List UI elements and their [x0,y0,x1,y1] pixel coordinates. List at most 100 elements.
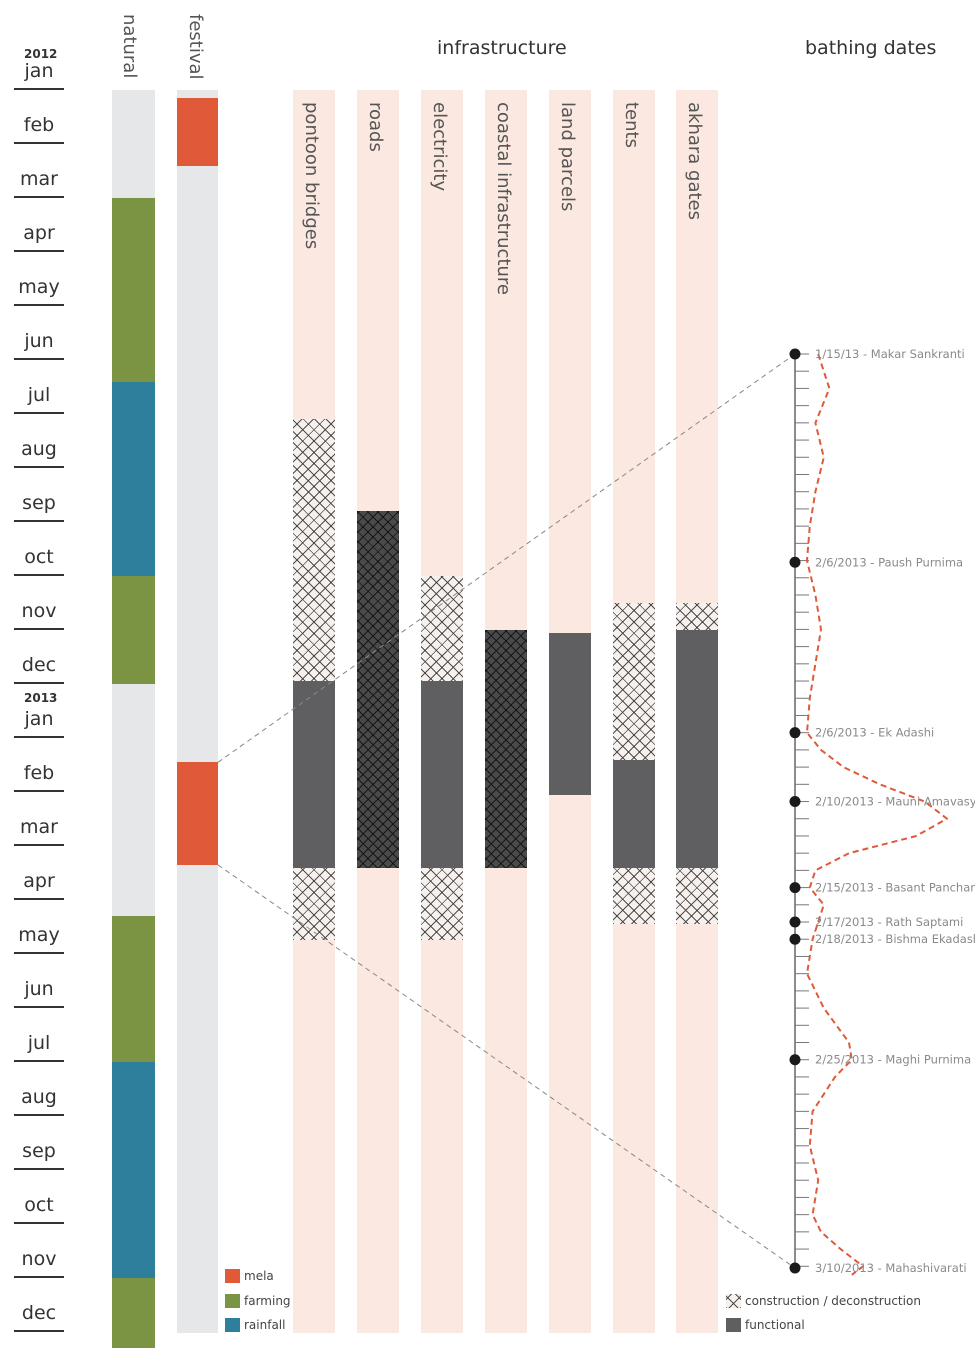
legend-rainfall-swatch [225,1318,240,1332]
infra-segment-construction [613,867,655,925]
month-rule [14,898,64,900]
month-rule [14,88,64,90]
month-rule [14,1168,64,1170]
infra-segment-construction [613,603,655,760]
legend-mela-swatch [225,1269,240,1283]
attendance-curve [806,353,948,1276]
month-label: may [18,924,60,946]
month-label: dec [21,1302,57,1324]
infra-label: akhara gates [684,102,705,221]
bathing-date-marker [789,727,801,739]
month-rule [14,1006,64,1008]
month-label: aug [21,1086,57,1108]
month-rule [14,952,64,954]
infra-segment-functional_construction [485,630,527,868]
legend-functional-label: functional [745,1318,805,1332]
bathing-date-label: 2/15/2013 - Basant Panchami [815,881,975,895]
bathing-date-label: 2/25/2013 - Maghi Purnima [815,1053,971,1067]
bathing-date-label: 2/10/2013 - Mauni Amavasya [815,795,975,809]
infra-column-pontoon-bridges: pontoon bridges [293,90,335,1333]
legend-farming-label: farming [244,1294,291,1308]
month-rule [14,1114,64,1116]
month-label: mar [20,168,58,190]
month-label: oct [24,1194,54,1216]
month-label: feb [23,762,55,784]
legend-construction-label: construction / deconstruction [745,1294,921,1308]
natural-segment-rainfall [112,381,155,576]
month-rule [14,790,64,792]
bathing-date-marker [789,796,801,808]
month-label: jun [24,978,54,1000]
infra-segment-functional [549,632,591,795]
infra-segment-functional [293,681,335,868]
bathing-date-marker [789,882,801,894]
infra-column-land-parcels: land parcels [549,90,591,1333]
bathing-date-label: 2/18/2013 - Bishma Ekadashi [815,932,975,946]
infra-segment-construction [676,867,718,925]
natural-segment-farming [112,198,155,382]
festival-column [177,90,218,1333]
year-label-2012: 2012 [24,47,58,61]
month-rule [14,466,64,468]
year-label-2013: 2013 [24,691,58,705]
infra-segment-construction [676,603,718,630]
infra-label: electricity [429,102,450,192]
month-rule [14,1276,64,1278]
festival-header: festival [185,14,206,80]
natural-segment-farming [112,916,155,1062]
legend-mela-label: mela [244,1269,274,1283]
month-rule [14,304,64,306]
infra-label: pontoon bridges [301,102,322,250]
natural-segment-farming [112,1278,155,1349]
month-rule [14,196,64,198]
month-rule [14,628,64,630]
bathing-date-marker [789,916,801,928]
bathing-date-label: 2/17/2013 - Rath Saptami [815,915,963,929]
month-rule [14,1222,64,1224]
infra-segment-construction [421,867,463,941]
festival-segment-mela [177,98,218,166]
bathing-date-label: 2/6/2013 - Ek Adashi [815,726,934,740]
zoom-line-top [217,353,796,763]
infra-segment-construction [293,867,335,941]
infra-label: coastal infrastructure [493,102,514,295]
festival-segment-mela [177,762,218,865]
bathing-date-label: 1/15/13 - Makar Sankranti [815,347,965,361]
bathing-date-marker [789,556,801,568]
natural-segment-rainfall [112,1062,155,1278]
natural-segment-neutral [112,684,155,917]
month-label: dec [21,654,57,676]
legend-functional-swatch [726,1318,741,1332]
month-rule [14,358,64,360]
month-rule [14,250,64,252]
month-rule [14,844,64,846]
month-label: mar [20,816,58,838]
month-label: sep [22,1140,56,1162]
month-label: jul [27,1032,51,1054]
month-label: jan [24,708,54,730]
zoom-line-bottom [217,864,796,1269]
infrastructure-header: infrastructure [437,37,567,59]
infra-segment-functional [676,630,718,868]
month-rule [14,412,64,414]
bathing-date-label: 3/10/2013 - Mahashivarati [815,1261,967,1275]
infra-column-coastal-infrastructure: coastal infrastructure [485,90,527,1333]
infra-label: roads [365,102,386,152]
month-label: aug [21,438,57,460]
infra-label: land parcels [557,102,578,212]
bathing-date-marker [789,933,801,945]
infra-segment-functional [613,759,655,868]
infra-column-akhara-gates: akhara gates [676,90,718,1333]
bathing-date-label: 2/6/2013 - Paush Purnima [815,555,963,569]
month-label: feb [23,114,55,136]
legend-construction-swatch [726,1294,741,1308]
natural-header: natural [119,14,140,79]
month-rule [14,682,64,684]
natural-segment-neutral [112,90,155,198]
month-label: oct [24,546,54,568]
bathing-date-marker [789,1262,801,1274]
month-label: sep [22,492,56,514]
month-label: apr [23,870,55,892]
